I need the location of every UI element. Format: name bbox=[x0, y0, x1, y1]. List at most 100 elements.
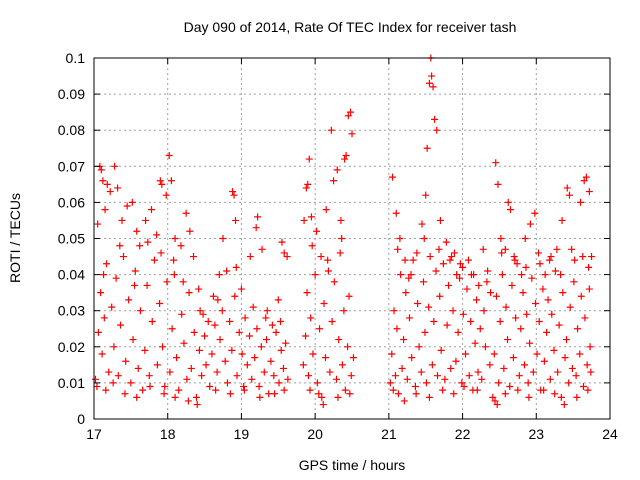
data-point bbox=[114, 184, 122, 192]
data-point bbox=[110, 343, 118, 351]
data-point bbox=[402, 289, 410, 297]
data-point bbox=[541, 271, 549, 279]
data-point bbox=[161, 383, 169, 391]
data-point bbox=[272, 328, 280, 336]
data-point bbox=[543, 328, 551, 336]
data-point bbox=[131, 267, 139, 275]
data-point bbox=[333, 375, 341, 383]
data-point bbox=[396, 235, 404, 242]
data-point bbox=[337, 216, 345, 224]
data-point bbox=[139, 386, 147, 394]
data-point bbox=[125, 296, 133, 304]
y-tick-label: 0.03 bbox=[58, 303, 85, 319]
data-point bbox=[411, 383, 419, 391]
data-point bbox=[557, 393, 565, 401]
data-point bbox=[493, 401, 501, 409]
data-point bbox=[422, 191, 430, 199]
data-point bbox=[486, 361, 494, 369]
data-point bbox=[465, 372, 473, 380]
data-point bbox=[547, 253, 555, 261]
data-point bbox=[588, 253, 596, 261]
data-point bbox=[302, 184, 310, 192]
data-point bbox=[463, 285, 471, 293]
data-point bbox=[195, 285, 203, 293]
data-point bbox=[184, 397, 192, 405]
data-point bbox=[313, 227, 321, 235]
data-point bbox=[494, 180, 502, 188]
data-point bbox=[518, 271, 526, 279]
data-point bbox=[560, 401, 568, 409]
data-point bbox=[221, 357, 229, 365]
data-point bbox=[418, 220, 426, 228]
data-point bbox=[99, 177, 107, 185]
data-point bbox=[476, 325, 484, 333]
data-point bbox=[241, 314, 249, 322]
data-point bbox=[452, 357, 460, 365]
data-point bbox=[436, 216, 444, 224]
data-point bbox=[265, 390, 273, 398]
data-point bbox=[328, 318, 336, 326]
data-point bbox=[394, 245, 402, 253]
data-point bbox=[326, 368, 334, 376]
data-point bbox=[165, 151, 173, 159]
data-point bbox=[313, 379, 321, 387]
data-point bbox=[550, 346, 558, 354]
data-point bbox=[94, 328, 102, 336]
data-point bbox=[555, 321, 563, 329]
data-point bbox=[232, 216, 240, 224]
data-point bbox=[480, 307, 488, 315]
data-point bbox=[495, 379, 503, 387]
data-point bbox=[334, 393, 342, 401]
data-point bbox=[432, 267, 440, 275]
y-tick-label: 0.06 bbox=[58, 194, 85, 210]
data-point bbox=[240, 386, 248, 394]
data-point bbox=[584, 386, 592, 394]
data-point bbox=[414, 299, 422, 307]
data-point bbox=[473, 386, 481, 394]
data-point bbox=[157, 249, 165, 257]
data-point bbox=[443, 321, 451, 329]
data-point bbox=[229, 188, 237, 196]
y-tick-label: 0.02 bbox=[58, 339, 85, 355]
data-point bbox=[117, 321, 125, 329]
data-point bbox=[344, 112, 352, 120]
data-point bbox=[498, 271, 506, 279]
data-point bbox=[280, 386, 288, 394]
data-point bbox=[428, 72, 436, 80]
data-point bbox=[405, 314, 413, 322]
data-point bbox=[428, 361, 436, 369]
data-point bbox=[158, 180, 166, 188]
data-point bbox=[462, 350, 470, 358]
data-point bbox=[111, 162, 119, 170]
data-point bbox=[492, 159, 500, 167]
data-point bbox=[534, 249, 542, 257]
data-point bbox=[521, 235, 529, 242]
data-point bbox=[226, 318, 234, 326]
data-point bbox=[168, 325, 176, 333]
data-point bbox=[211, 321, 219, 329]
data-point bbox=[335, 336, 343, 344]
data-point bbox=[421, 328, 429, 336]
data-point bbox=[500, 364, 508, 372]
data-point bbox=[153, 361, 161, 369]
data-point bbox=[101, 206, 109, 214]
data-point bbox=[233, 372, 241, 380]
data-point bbox=[423, 144, 431, 152]
data-point bbox=[319, 401, 327, 409]
data-point bbox=[429, 83, 437, 91]
y-tick-label: 0.01 bbox=[58, 375, 85, 391]
data-point bbox=[580, 177, 588, 185]
data-point bbox=[579, 253, 587, 261]
y-tick-label: 0 bbox=[77, 411, 85, 427]
data-point bbox=[162, 191, 170, 199]
data-point bbox=[317, 253, 325, 261]
data-point bbox=[553, 245, 561, 253]
data-point bbox=[141, 346, 149, 354]
data-point bbox=[425, 303, 433, 311]
data-point bbox=[230, 191, 238, 199]
data-point bbox=[431, 115, 439, 123]
data-point bbox=[336, 249, 344, 257]
data-point bbox=[97, 289, 105, 297]
data-point bbox=[195, 346, 203, 354]
data-point bbox=[262, 336, 270, 344]
